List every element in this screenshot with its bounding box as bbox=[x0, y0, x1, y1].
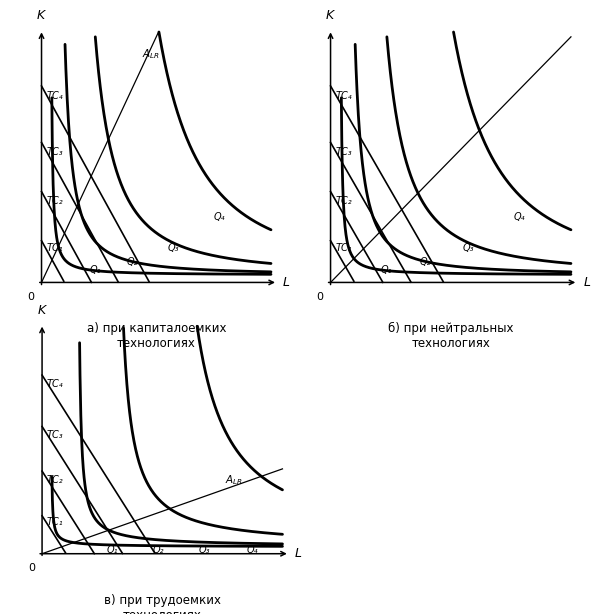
Text: TC₁: TC₁ bbox=[335, 243, 352, 253]
Text: TC₁: TC₁ bbox=[46, 243, 63, 253]
Text: TC₄: TC₄ bbox=[47, 379, 64, 389]
Text: Q₄: Q₄ bbox=[246, 545, 258, 554]
Text: в) при трудоемких
технологиях: в) при трудоемких технологиях bbox=[104, 594, 221, 614]
Text: TC₁: TC₁ bbox=[47, 518, 64, 527]
Text: 0: 0 bbox=[28, 562, 35, 573]
Text: TC₂: TC₂ bbox=[47, 475, 64, 485]
Text: Q₁: Q₁ bbox=[107, 545, 118, 554]
Text: TC₂: TC₂ bbox=[46, 196, 63, 206]
Text: TC₃: TC₃ bbox=[335, 147, 352, 157]
Text: $A_{LR}$: $A_{LR}$ bbox=[225, 473, 243, 487]
Text: а) при капиталоемких
технологиях: а) при капиталоемких технологиях bbox=[87, 322, 226, 351]
Text: Q₃: Q₃ bbox=[168, 243, 179, 253]
Text: Q₂: Q₂ bbox=[126, 257, 138, 266]
Text: $L$: $L$ bbox=[583, 276, 591, 289]
Text: Q₂: Q₂ bbox=[419, 257, 431, 266]
Text: Q₂: Q₂ bbox=[153, 545, 164, 554]
Text: $K$: $K$ bbox=[325, 9, 336, 22]
Text: б) при нейтральных
технологиях: б) при нейтральных технологиях bbox=[388, 322, 513, 351]
Text: $K$: $K$ bbox=[37, 304, 47, 317]
Text: Q₁: Q₁ bbox=[90, 265, 101, 275]
Text: Q₃: Q₃ bbox=[198, 545, 210, 554]
Text: TC₄: TC₄ bbox=[46, 91, 63, 101]
Text: TC₄: TC₄ bbox=[335, 91, 352, 101]
Text: Q₄: Q₄ bbox=[213, 212, 225, 222]
Text: $K$: $K$ bbox=[36, 9, 47, 22]
Text: $L$: $L$ bbox=[294, 547, 303, 560]
Text: 0: 0 bbox=[28, 292, 35, 302]
Text: $L$: $L$ bbox=[282, 276, 291, 289]
Text: Q₃: Q₃ bbox=[463, 243, 474, 253]
Text: TC₂: TC₂ bbox=[335, 196, 352, 206]
Text: TC₃: TC₃ bbox=[47, 430, 64, 440]
Text: TC₃: TC₃ bbox=[46, 147, 63, 157]
Text: 0: 0 bbox=[316, 292, 323, 302]
Text: Q₁: Q₁ bbox=[381, 265, 392, 275]
Text: Q₄: Q₄ bbox=[513, 212, 525, 222]
Text: $A_{LR}$: $A_{LR}$ bbox=[142, 47, 160, 61]
